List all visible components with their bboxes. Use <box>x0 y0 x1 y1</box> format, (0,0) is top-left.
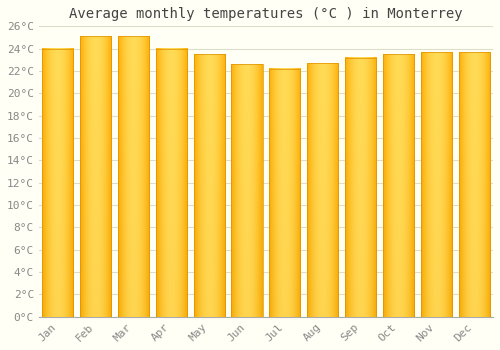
Bar <box>232 64 262 317</box>
Bar <box>156 49 187 317</box>
Bar <box>270 69 300 317</box>
Bar <box>194 54 224 317</box>
Bar <box>383 54 414 317</box>
Bar <box>458 52 490 317</box>
Bar <box>80 36 111 317</box>
Title: Average monthly temperatures (°C ) in Monterrey: Average monthly temperatures (°C ) in Mo… <box>69 7 462 21</box>
Bar <box>421 52 452 317</box>
Bar <box>118 36 149 317</box>
Bar <box>42 49 74 317</box>
Bar <box>307 63 338 317</box>
Bar <box>345 57 376 317</box>
